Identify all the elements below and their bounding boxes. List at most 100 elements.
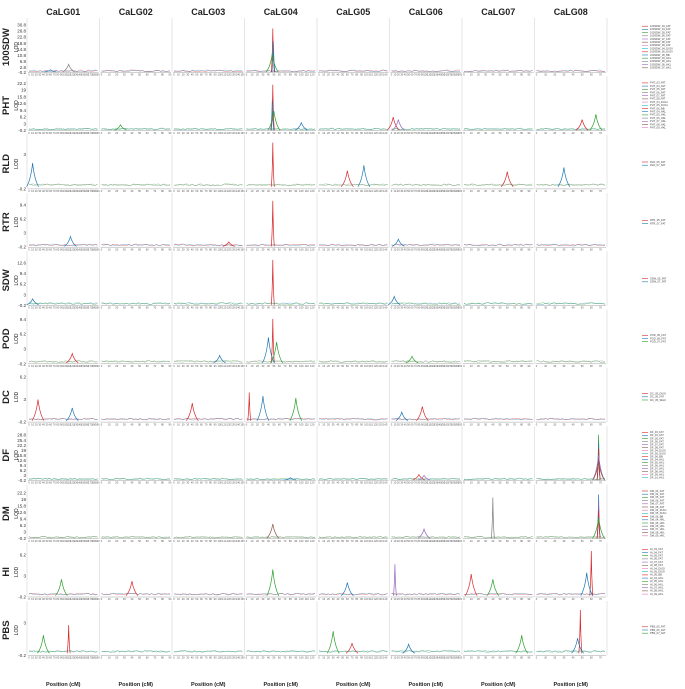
x-tick-label: 0: [101, 422, 103, 426]
x-tick-label: 200: [458, 247, 463, 251]
x-tick-label: 20: [256, 597, 259, 601]
x-tick-label: 110: [305, 189, 310, 193]
x-tick-label: 60: [49, 189, 52, 193]
x-tick-label: 20: [327, 597, 330, 601]
x-tick-label: 90: [294, 656, 297, 660]
x-tick-label: 140: [437, 306, 442, 310]
x-tick-label: 90: [360, 131, 363, 135]
x-tick-label: 90: [294, 422, 297, 426]
x-tick-label: 130: [74, 422, 79, 426]
x-tick-label: 70: [513, 597, 516, 601]
x-tick-label: 10: [322, 422, 325, 426]
x-tick-label: 120: [227, 364, 232, 368]
x-tick-label: 30: [400, 131, 403, 135]
x-tick-label: 60: [49, 247, 52, 251]
x-tick-label: 50: [272, 189, 275, 193]
x-tick-label: 0: [101, 73, 103, 77]
x-tick-label: 50: [138, 597, 141, 601]
x-tick-label: 0: [463, 481, 465, 485]
legend-entry: DM_06_FAT: [650, 498, 665, 502]
x-tick-label: 0: [173, 131, 175, 135]
x-tick-label: 50: [581, 131, 584, 135]
x-tick-label: 30: [562, 364, 565, 368]
lod-curve-baseline-calg06: [391, 417, 461, 421]
x-tick-label: 130: [434, 539, 439, 543]
x-tick-label: 30: [38, 189, 41, 193]
x-tick-label: 50: [407, 189, 410, 193]
x-tick-label: 80: [520, 247, 523, 251]
x-tick-label: 100: [63, 539, 68, 543]
legend-entry: POD_06_FAT: [650, 336, 666, 340]
x-tick-label: 60: [346, 131, 349, 135]
x-tick-label: 90: [169, 247, 172, 251]
x-tick-label: 120: [430, 306, 435, 310]
x-tick-label: 120: [70, 539, 75, 543]
x-tick-label: 0: [463, 131, 465, 135]
x-tick-label: 70: [414, 422, 417, 426]
lod-curve-baseline-calg03: [173, 302, 243, 305]
x-tick-label: 60: [411, 656, 414, 660]
x-tick-label: 80: [209, 306, 212, 310]
lod-curve-baseline-calg06: [391, 418, 461, 421]
x-tick-label: 110: [222, 539, 227, 543]
x-tick-label: 110: [222, 189, 227, 193]
x-tick-label: 60: [200, 73, 203, 77]
x-tick-label: 50: [272, 247, 275, 251]
x-tick-label: 50: [46, 656, 49, 660]
x-tick-label: 50: [499, 656, 502, 660]
x-tick-label: 60: [590, 422, 593, 426]
trait-panels: 100SDW LOD30.826.822.818.814.810.86.82.8-…: [1, 18, 673, 660]
x-tick-label: 140: [437, 481, 442, 485]
x-tick-label: 50: [341, 247, 344, 251]
lod-peak-rtr-calg03: [222, 241, 235, 247]
lod-curve-baseline-calg02: [101, 69, 171, 73]
x-tick-label: 10: [177, 364, 180, 368]
x-tick-label: 70: [513, 539, 516, 543]
x-tick-label: 30: [400, 364, 403, 368]
x-tick-label: 120: [70, 73, 75, 77]
x-tick-label: 0: [536, 481, 538, 485]
x-tick-label: 90: [421, 247, 424, 251]
x-tick-label: 90: [360, 597, 363, 601]
lod-curve-baseline-calg01: [28, 477, 98, 481]
x-tick-label: 130: [378, 189, 383, 193]
x-tick-label: 50: [195, 539, 198, 543]
x-tick-label: 100: [424, 131, 429, 135]
x-tick-label: 30: [332, 189, 335, 193]
legend-entry: 100SDW_06_FAT: [650, 34, 671, 38]
x-tick-label: 60: [49, 656, 52, 660]
x-tick-label: 130: [231, 306, 236, 310]
x-tick-label: 80: [417, 481, 420, 485]
lod-curve-baseline-calg03: [173, 477, 243, 481]
x-tick-label: 110: [67, 539, 72, 543]
x-tick-label: 0: [536, 247, 538, 251]
x-tick-label: 10: [251, 597, 254, 601]
x-tick-label: 50: [138, 131, 141, 135]
x-tick-label: 110: [427, 73, 432, 77]
x-tick-label: 60: [346, 247, 349, 251]
x-tick-label: 130: [434, 131, 439, 135]
x-tick-label: 110: [427, 656, 432, 660]
x-tick-label: 40: [491, 422, 494, 426]
lod-peak-pod-calg06: [405, 355, 419, 364]
x-tick-label: 70: [283, 247, 286, 251]
x-tick-label: 90: [214, 539, 217, 543]
x-tick-label: 0: [173, 422, 175, 426]
x-tick-label: 0: [173, 481, 175, 485]
x-tick-label: 170: [448, 131, 453, 135]
x-tick-label: 80: [417, 306, 420, 310]
x-tick-label: 10: [393, 364, 396, 368]
x-tick-label: 90: [527, 247, 530, 251]
x-tick-label: 60: [506, 189, 509, 193]
x-tick-label: 20: [35, 481, 38, 485]
lod-curve-baseline-calg05: [318, 418, 388, 421]
x-tick-label: 120: [70, 247, 75, 251]
x-tick-label: 100: [218, 189, 223, 193]
x-tick-label: 100: [424, 656, 429, 660]
lod-peak-df-calg08: [592, 461, 605, 481]
x-tick-label: 10: [31, 656, 34, 660]
lod-curve-baseline-calg06: [391, 69, 461, 73]
x-tick-label: 90: [169, 73, 172, 77]
x-tick-label: 70: [351, 364, 354, 368]
legend-entry: HI_07_HKL: [650, 585, 664, 589]
